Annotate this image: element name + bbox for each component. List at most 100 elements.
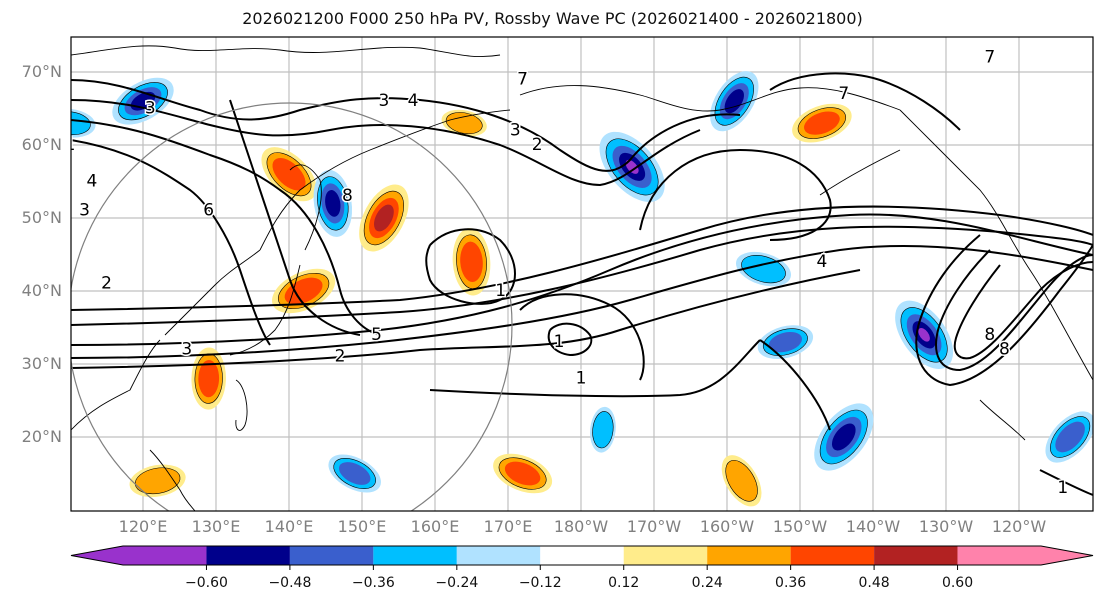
anomaly-negative bbox=[328, 454, 381, 493]
contour-label: 4 bbox=[816, 252, 827, 272]
latitude-label: 70°N bbox=[21, 62, 62, 81]
map-frame bbox=[70, 36, 1094, 512]
longitude-label: 140°E bbox=[264, 517, 314, 536]
pv-contour bbox=[71, 213, 1093, 346]
chart-title: 2026021200 F000 250 hPa PV, Rossby Wave … bbox=[242, 9, 863, 28]
pv-contour bbox=[759, 339, 831, 431]
latitude-label: 60°N bbox=[21, 135, 62, 154]
longitude-label: 150°E bbox=[337, 517, 387, 536]
contour-label: 7 bbox=[984, 47, 995, 67]
coastline bbox=[519, 85, 901, 112]
coastline bbox=[149, 449, 196, 511]
anomaly-positive bbox=[452, 228, 491, 296]
anomaly-negative bbox=[313, 169, 353, 237]
colorbar-tick-label: −0.24 bbox=[435, 575, 479, 591]
contour-label: 3 bbox=[181, 339, 192, 359]
anomaly-positive bbox=[359, 184, 409, 252]
anomaly-level bbox=[831, 423, 856, 451]
pv-contour bbox=[425, 228, 516, 305]
colorbar-tick-label: 0.60 bbox=[941, 575, 974, 591]
pv-contour bbox=[71, 205, 1093, 311]
contour-label: 3 bbox=[510, 120, 521, 140]
pv-contour bbox=[953, 261, 1093, 360]
longitude-label: 120°W bbox=[991, 517, 1047, 536]
anomaly-level bbox=[272, 157, 306, 191]
pv-contour bbox=[71, 119, 381, 336]
anomaly-fills bbox=[71, 71, 1093, 507]
anomaly-level bbox=[445, 112, 483, 135]
anomaly-level bbox=[325, 190, 341, 217]
reference-circle bbox=[71, 102, 513, 511]
contour-label: 4 bbox=[408, 91, 419, 111]
pv-contour bbox=[1039, 469, 1093, 496]
colorbar-tick-label: 0.36 bbox=[775, 575, 807, 591]
contour-label: 1 bbox=[576, 369, 587, 389]
anomaly-positive bbox=[792, 103, 852, 143]
anomaly-negative bbox=[112, 77, 174, 125]
pv-contour bbox=[71, 99, 701, 187]
longitude-label: 130°E bbox=[191, 517, 241, 536]
coastline bbox=[259, 109, 511, 251]
coastline bbox=[164, 249, 261, 336]
coastline bbox=[71, 45, 501, 58]
contour-label: 1 bbox=[1057, 478, 1068, 498]
contour-label: 6 bbox=[203, 201, 214, 221]
pv-contour bbox=[71, 244, 1093, 359]
anomaly-positive bbox=[272, 268, 336, 314]
latitude-label: 30°N bbox=[21, 354, 62, 373]
colorbar-tick-label: −0.36 bbox=[351, 575, 395, 591]
anomaly-level bbox=[1055, 421, 1085, 453]
anomaly-level bbox=[198, 359, 220, 398]
pv-contours bbox=[71, 72, 1093, 496]
anomaly-positive bbox=[721, 455, 762, 507]
contour-label: 3 bbox=[79, 201, 90, 221]
colorbar-tick-label: 0.12 bbox=[608, 575, 640, 591]
anomaly-negative bbox=[1045, 411, 1093, 463]
coastline bbox=[289, 164, 322, 251]
contour-label: 2 bbox=[101, 274, 112, 294]
colorbar-tick-label: 0.48 bbox=[858, 575, 890, 591]
anomaly-level bbox=[374, 204, 394, 232]
anomaly-level bbox=[804, 111, 840, 135]
anomaly-negative bbox=[589, 406, 616, 453]
colorbar-tick-label: −0.48 bbox=[268, 575, 312, 591]
contour-label: 3 bbox=[378, 91, 389, 111]
anomaly-negative bbox=[814, 403, 874, 471]
contour-label: 8 bbox=[984, 325, 995, 345]
anomaly-level bbox=[504, 461, 541, 486]
anomaly-level bbox=[724, 89, 744, 114]
pv-contour bbox=[547, 322, 593, 357]
contour-label: 1 bbox=[554, 332, 565, 352]
pv-contour bbox=[519, 293, 645, 381]
longitude-label: 160°E bbox=[410, 517, 460, 536]
pv-contour bbox=[71, 269, 861, 369]
anomaly-level bbox=[592, 411, 614, 449]
pv-contour bbox=[769, 72, 961, 131]
contour-label: 7 bbox=[838, 84, 849, 104]
anomaly-negative bbox=[757, 325, 814, 359]
colorbar-tick-label: −0.60 bbox=[185, 575, 228, 591]
contour-label: 8 bbox=[342, 186, 353, 206]
pv-contour bbox=[639, 148, 832, 241]
contour-label: 5 bbox=[371, 325, 382, 345]
anomaly-negative bbox=[710, 71, 759, 132]
longitude-label: 140°W bbox=[845, 517, 901, 536]
latitude-label: 50°N bbox=[21, 208, 62, 227]
anomaly-level bbox=[918, 327, 930, 342]
longitude-label: 150°W bbox=[772, 517, 828, 536]
longitude-label: 170°E bbox=[483, 517, 533, 536]
contour-label: 2 bbox=[532, 135, 543, 155]
coastline bbox=[235, 379, 248, 431]
contour-label: 1 bbox=[495, 281, 506, 301]
anomaly-negative bbox=[599, 131, 665, 202]
latitude-label: 40°N bbox=[21, 281, 62, 300]
coastline bbox=[979, 399, 1026, 441]
anomaly-level bbox=[284, 277, 323, 305]
longitude-label: 120°E bbox=[118, 517, 168, 536]
anomaly-level bbox=[768, 331, 803, 353]
pv-contour bbox=[71, 79, 741, 172]
contour-label: 7 bbox=[517, 69, 528, 89]
pv-contour bbox=[71, 139, 271, 346]
anomaly-level bbox=[625, 159, 639, 174]
colorbar-tick-label: 0.24 bbox=[691, 575, 723, 591]
